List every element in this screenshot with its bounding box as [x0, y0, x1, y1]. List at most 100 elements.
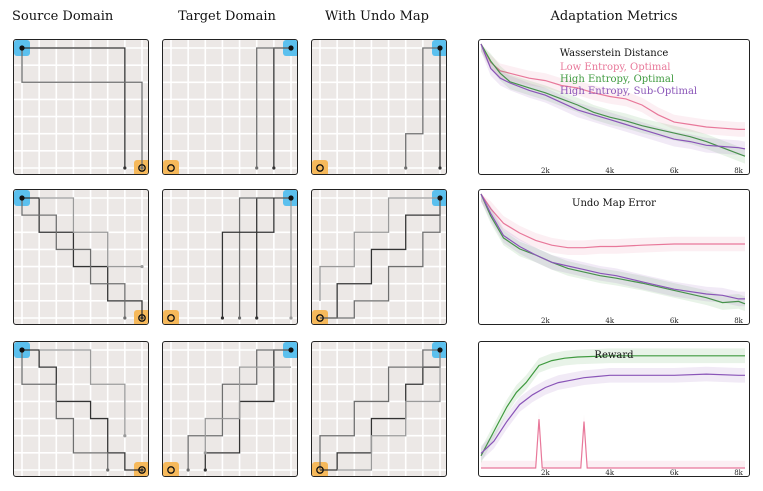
- goal-ring: [316, 466, 324, 474]
- target-domain-grid-row-3: [162, 341, 298, 477]
- chart-canvas: 2k 4k 6k 8k: [480, 43, 746, 175]
- x-tick-label: 2k: [541, 317, 550, 325]
- x-tick-label: 8k: [734, 317, 743, 325]
- goal-ring: [138, 314, 146, 322]
- grid-canvas: [312, 40, 446, 174]
- metric-chart-2: 2k 4k 6k 8k Reward: [478, 341, 750, 477]
- grid-canvas: [312, 190, 446, 324]
- header-source-domain: Source Domain: [12, 9, 114, 24]
- legend-high-entropy-optimal: High Entropy, Optimal: [560, 74, 675, 85]
- start-dot: [19, 195, 25, 201]
- path-end-dot: [140, 166, 144, 170]
- grid-canvas: [14, 342, 148, 476]
- trajectory-path: [221, 198, 275, 318]
- trajectory-path: [319, 349, 440, 470]
- header-undo-map: With Undo Map: [324, 9, 429, 24]
- series-line: [480, 43, 746, 157]
- path-end-dot: [438, 166, 442, 170]
- trajectory-path: [22, 349, 142, 471]
- trajectory-path: [39, 197, 142, 268]
- series-line: [480, 43, 745, 130]
- metric-chart-0: 2k 4k 6k 8k Wasserstein Distance: [478, 39, 750, 175]
- goal-ring: [138, 164, 146, 172]
- goal-ring: [167, 164, 175, 172]
- path-end-dot: [140, 468, 144, 472]
- goal-marker: [163, 160, 179, 174]
- path-end-dot: [123, 166, 127, 170]
- x-tick-label: 6k: [670, 469, 679, 477]
- goal-marker: [312, 160, 328, 174]
- start-dot: [19, 347, 25, 353]
- goal-ring: [167, 314, 175, 322]
- trajectory-path: [320, 198, 441, 319]
- trajectory-path: [337, 350, 441, 471]
- goal-ring: [138, 466, 146, 474]
- chart-title: Wasserstein Distance: [559, 48, 669, 59]
- path-end-dot: [404, 166, 408, 170]
- grid-canvas: [14, 40, 148, 174]
- undo-map-grid-row-1: [311, 39, 447, 175]
- series-line: [480, 193, 745, 300]
- series-line: [481, 419, 745, 469]
- trajectory-path: [320, 350, 441, 471]
- trajectory-path: [405, 47, 440, 168]
- path-end-dot: [272, 166, 276, 170]
- chart-title: Undo Map Error: [572, 198, 656, 209]
- header-target-domain: Target Domain: [178, 9, 276, 24]
- start-dot: [288, 347, 294, 353]
- undo-map-grid-row-3: [311, 341, 447, 477]
- trajectory-path: [273, 47, 291, 168]
- grid-canvas: [14, 190, 148, 324]
- path-end-dot: [186, 468, 190, 472]
- x-tick-label: 8k: [734, 167, 743, 175]
- series-band: [481, 366, 745, 461]
- series-band: [481, 411, 745, 468]
- x-tick-label: 8k: [734, 469, 743, 477]
- path-end-dot: [123, 434, 127, 438]
- goal-ring: [316, 164, 324, 172]
- goal-ring: [167, 466, 175, 474]
- series-line: [480, 355, 745, 457]
- legend-high-entropy-suboptimal: High Entropy, Sub-Optimal: [560, 86, 698, 97]
- start-dot: [437, 195, 443, 201]
- x-tick-label: 2k: [541, 167, 550, 175]
- target-domain-grid-row-2: [162, 189, 298, 325]
- series-line: [480, 193, 746, 305]
- path-end-dot: [140, 264, 144, 269]
- header-adaptation-metrics: Adaptation Metrics: [550, 9, 678, 24]
- trajectory-path: [187, 349, 291, 470]
- x-tick-label: 6k: [670, 317, 679, 325]
- goal-marker: [163, 310, 179, 324]
- grid-canvas: [163, 190, 297, 324]
- trajectory-path: [204, 349, 291, 470]
- start-dot: [437, 45, 443, 51]
- series-line: [480, 193, 745, 249]
- path-end-dot: [220, 316, 225, 320]
- metric-chart-1: 2k 4k 6k 8k Undo Map Error: [478, 189, 750, 325]
- trajectory-path: [21, 48, 143, 168]
- x-tick-label: 4k: [605, 317, 614, 325]
- x-tick-label: 4k: [605, 167, 614, 175]
- path-end-dot: [289, 316, 293, 320]
- x-tick-label: 2k: [541, 469, 550, 477]
- path-end-dot: [123, 316, 127, 320]
- chart-title: Reward: [594, 350, 634, 361]
- start-dot: [19, 45, 25, 51]
- goal-marker: [312, 310, 328, 324]
- trajectory-path: [21, 198, 126, 318]
- series-band: [481, 194, 745, 312]
- path-end-dot: [106, 468, 110, 472]
- series-line: [480, 373, 745, 454]
- source-domain-grid-row-1: [13, 39, 149, 175]
- trajectory-path: [238, 197, 291, 318]
- trajectory-path: [39, 349, 126, 436]
- series-band: [481, 44, 745, 137]
- undo-map-grid-row-2: [311, 189, 447, 325]
- path-end-dot: [203, 468, 207, 472]
- series-band: [481, 194, 745, 255]
- legend-low-entropy-optimal: Low Entropy, Optimal: [560, 62, 671, 73]
- chart-canvas: 2k 4k 6k 8k: [480, 348, 745, 477]
- path-end-dot: [255, 166, 259, 170]
- grid-canvas: [163, 342, 297, 476]
- goal-marker: [163, 462, 179, 476]
